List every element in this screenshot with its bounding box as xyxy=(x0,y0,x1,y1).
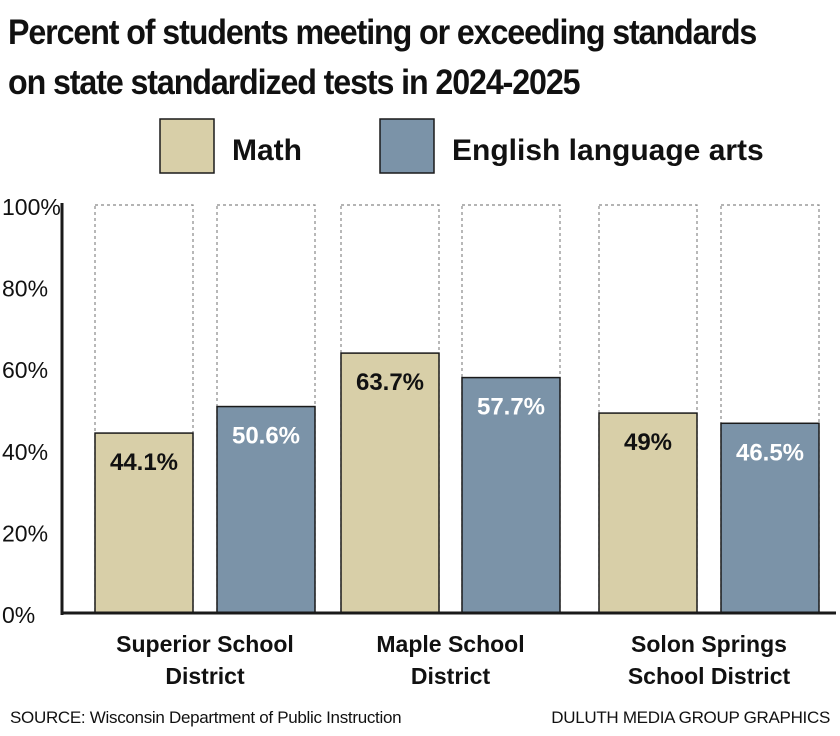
y-tick-label: 100% xyxy=(2,194,61,220)
x-category-label: District xyxy=(411,663,491,689)
graphics-credit: DULUTH MEDIA GROUP GRAPHICS xyxy=(551,708,830,727)
bar-ela xyxy=(216,405,316,614)
chart-title-line2: on state standardized tests in 2024-2025 xyxy=(8,63,581,102)
y-tick-label: 40% xyxy=(2,439,48,465)
data-label-ela: 57.7% xyxy=(477,394,545,421)
legend-label-ela: English language arts xyxy=(452,134,764,167)
data-label-ela: 46.5% xyxy=(736,439,804,466)
y-tick-label: 80% xyxy=(2,276,48,302)
legend-label-math: Math xyxy=(232,134,302,167)
bar-ela xyxy=(461,376,561,614)
data-label-math: 63.7% xyxy=(356,369,424,396)
y-tick-label: 60% xyxy=(2,357,48,383)
legend-swatch-ela xyxy=(379,118,435,174)
y-tick-label: 20% xyxy=(2,520,48,546)
chart-title-line1: Percent of students meeting or exceeding… xyxy=(8,13,757,52)
x-category-label: School District xyxy=(628,663,791,689)
bar-chart: Math English language arts 0% 20% 40% 60% 80% 1… xyxy=(2,118,836,689)
chart-title: Percent of students meeting or exceeding… xyxy=(8,8,772,108)
x-category-label: Solon Springs xyxy=(631,631,787,657)
data-label-math: 44.1% xyxy=(110,449,178,476)
data-label-math: 49% xyxy=(624,429,672,456)
data-label-ela: 50.6% xyxy=(232,423,300,450)
x-category-label: Superior School xyxy=(116,631,294,657)
source-note: SOURCE: Wisconsin Department of Public I… xyxy=(10,708,402,727)
bar-math xyxy=(598,412,698,614)
y-tick-label: 0% xyxy=(2,602,35,628)
legend-swatch-math xyxy=(159,118,215,174)
x-category-label: Maple School xyxy=(376,631,524,657)
x-category-label: District xyxy=(165,663,245,689)
